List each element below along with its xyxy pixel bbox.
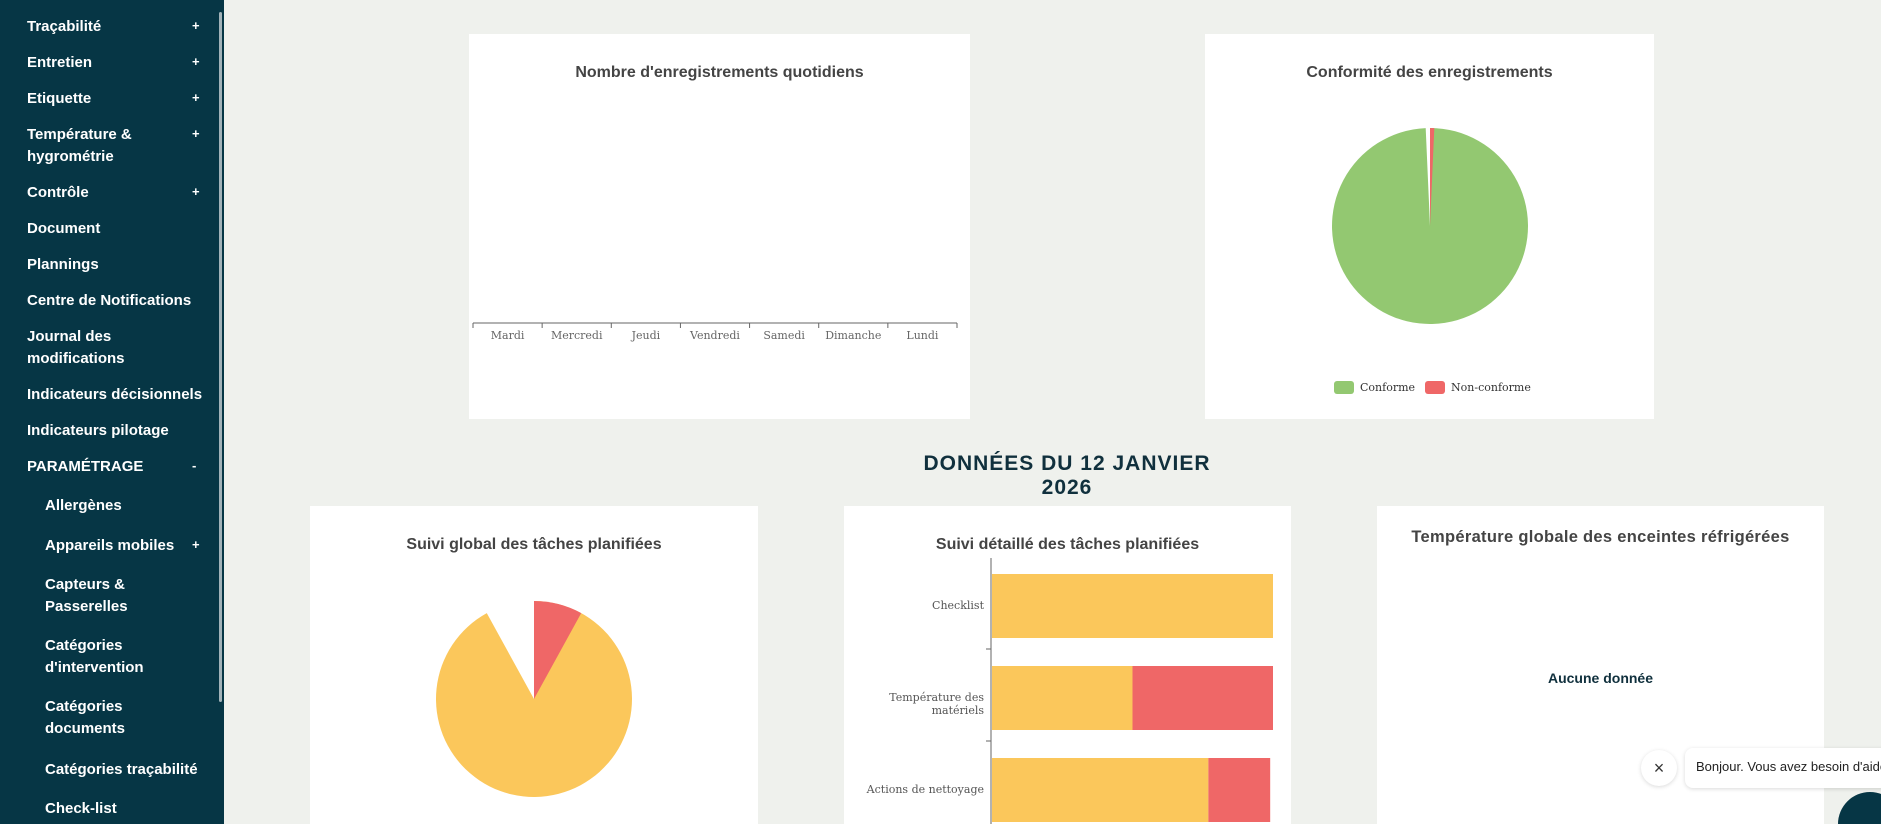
pie-slice-late bbox=[534, 601, 582, 699]
x-tick-label: Samedi bbox=[763, 329, 805, 342]
no-data-message: Aucune donnée bbox=[1547, 670, 1653, 686]
sidebar-subitem-categories-documents[interactable]: Catégories documents bbox=[45, 698, 126, 737]
section-title: DONNÉES DU 12 JANVIER 2026 bbox=[923, 452, 1211, 499]
y-tick-label: Température des matériels bbox=[889, 691, 984, 717]
pie-slice-non-conforme bbox=[1430, 128, 1435, 226]
bar-segment bbox=[1132, 666, 1273, 730]
sidebar-item-etiquette[interactable]: Etiquette bbox=[27, 90, 92, 107]
y-tick-label: Checklist bbox=[932, 599, 984, 612]
y-tick-label: Actions de nettoyage bbox=[866, 783, 984, 796]
global-tasks-title: Suivi global des tâches planifiées bbox=[406, 536, 662, 553]
sidebar-subitem-categories-intervention[interactable]: Catégories d'intervention bbox=[45, 637, 144, 676]
sidebar-item-indicateurs-pilotage[interactable]: Indicateurs pilotage bbox=[27, 422, 169, 439]
sidebar-item-controle[interactable]: Contrôle bbox=[27, 184, 89, 201]
bar-segment bbox=[1208, 758, 1271, 822]
x-tick-label: Mardi bbox=[490, 329, 525, 342]
bar-segment bbox=[992, 758, 1209, 822]
sidebar-subitem-allergenes[interactable]: Allergènes bbox=[45, 497, 122, 514]
sidebar-subitem-capteurs[interactable]: Capteurs & Passerelles bbox=[45, 576, 128, 615]
daily-records-title: Nombre d'enregistrements quotidiens bbox=[575, 64, 864, 81]
expand-icon[interactable]: + bbox=[192, 184, 200, 199]
expand-icon[interactable]: + bbox=[192, 537, 200, 552]
daily-records-card: Nombre d'enregistrements quotidiens bbox=[469, 34, 970, 419]
close-icon: × bbox=[1653, 757, 1665, 778]
sidebar-item-entretien[interactable]: Entretien bbox=[27, 54, 93, 71]
sidebar-item-indicateurs-decisionnels[interactable]: Indicateurs décisionnels bbox=[27, 386, 203, 403]
sidebar-subitem-check-list[interactable]: Check-list bbox=[45, 800, 117, 817]
x-tick-label: Lundi bbox=[906, 329, 939, 342]
sidebar-subitem-appareils-mobiles[interactable]: Appareils mobiles bbox=[45, 537, 175, 554]
detailed-tasks-title: Suivi détaillé des tâches planifiées bbox=[935, 536, 1200, 553]
sidebar-item-journal[interactable]: Journal des modifications bbox=[27, 328, 125, 367]
x-tick-label: Dimanche bbox=[825, 329, 882, 342]
sidebar-item-parametrage[interactable]: PARAMÉTRAGE bbox=[27, 458, 144, 475]
conformity-legend: Conforme Non-conforme bbox=[1334, 381, 1531, 394]
legend-label-non-conforme: Non-conforme bbox=[1451, 381, 1531, 394]
sidebar-item-notifications[interactable]: Centre de Notifications bbox=[27, 292, 192, 309]
sidebar-scrollbar[interactable] bbox=[219, 12, 222, 702]
sidebar-item-tracabilite[interactable]: Traçabilité bbox=[27, 18, 102, 35]
legend-swatch-conforme bbox=[1334, 381, 1354, 394]
chat-close-button[interactable]: × bbox=[1641, 750, 1677, 786]
sidebar-item-document[interactable]: Document bbox=[27, 220, 101, 237]
conformity-title: Conformité des enregistrements bbox=[1306, 64, 1553, 81]
sidebar-item-plannings[interactable]: Plannings bbox=[27, 256, 99, 273]
temperature-title: Température globale des enceintes réfrig… bbox=[1411, 528, 1790, 546]
x-tick-label: Vendredi bbox=[690, 329, 740, 342]
temperature-card: Température globale des enceintes réfrig… bbox=[1377, 506, 1824, 824]
legend-swatch-non-conforme bbox=[1425, 381, 1446, 394]
global-tasks-pie bbox=[436, 601, 632, 797]
bar-segment bbox=[992, 666, 1133, 730]
bar-segment bbox=[992, 574, 1273, 638]
sidebar-item-temperature[interactable]: Température & hygrométrie bbox=[27, 126, 132, 165]
conformity-pie bbox=[1332, 128, 1528, 324]
legend-label-conforme: Conforme bbox=[1360, 381, 1416, 394]
expand-icon[interactable]: + bbox=[192, 126, 200, 141]
chat-message: Bonjour. Vous avez besoin d'aide bbox=[1696, 759, 1881, 774]
collapse-icon[interactable]: - bbox=[192, 458, 197, 473]
expand-icon[interactable]: + bbox=[192, 18, 200, 33]
sidebar-subitem-categories-tracabilite[interactable]: Catégories traçabilité bbox=[45, 761, 198, 778]
chat-bubble[interactable]: Bonjour. Vous avez besoin d'aide bbox=[1685, 748, 1881, 788]
expand-icon[interactable]: + bbox=[192, 54, 200, 69]
x-tick-label: Mercredi bbox=[550, 329, 603, 342]
sidebar: Traçabilité + Entretien + Etiquette + Te… bbox=[0, 0, 224, 824]
x-tick-label: Jeudi bbox=[631, 329, 661, 342]
expand-icon[interactable]: + bbox=[192, 90, 200, 105]
